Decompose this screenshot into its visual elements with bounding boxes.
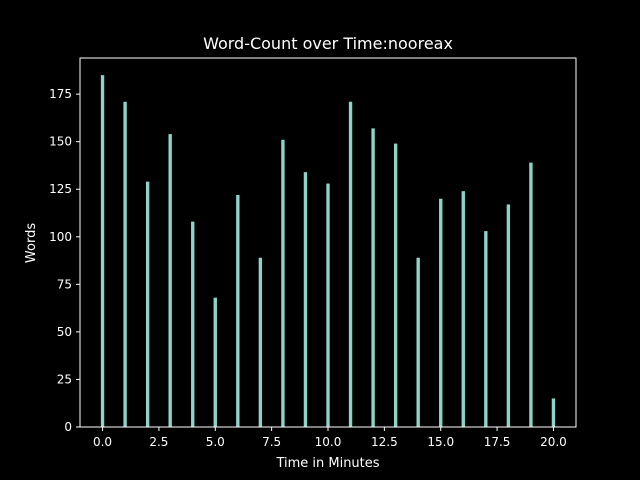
- bar-minute-19: [529, 162, 533, 428]
- bar-minute-15: [439, 198, 443, 427]
- bars-group: [100, 75, 556, 428]
- x-tick-label: 15.0: [427, 435, 454, 449]
- y-tick-label: 0: [64, 420, 72, 434]
- x-tick-label: 0.0: [93, 435, 112, 449]
- x-tick-label: 2.5: [149, 435, 168, 449]
- bar-minute-3: [168, 134, 172, 427]
- bar-minute-20: [551, 398, 556, 427]
- x-tick-label: 10.0: [315, 435, 342, 449]
- bar-minute-7: [258, 257, 263, 427]
- bar-minute-4: [191, 221, 195, 427]
- x-axis-label: Time in Minutes: [275, 456, 379, 471]
- x-ticks-group: 0.0 2.5 5.0 7.5 10.0 12.5 15.0 17.5 20.0: [93, 427, 567, 449]
- bar-minute-1: [123, 101, 127, 427]
- y-tick-label: 50: [57, 325, 72, 339]
- y-tick-label: 125: [49, 182, 72, 196]
- x-tick-label: 12.5: [371, 435, 398, 449]
- bar-minute-11: [348, 101, 353, 427]
- bar-minute-12: [371, 128, 375, 427]
- y-axis-label: Words: [24, 223, 39, 263]
- y-tick-label: 150: [49, 135, 72, 149]
- bar-minute-5: [213, 297, 217, 427]
- y-tick-label: 25: [57, 372, 72, 386]
- y-ticks-group: 0 25 50 75 100 125 150 175: [49, 87, 80, 434]
- bar-minute-0: [100, 75, 105, 428]
- y-tick-label: 175: [49, 87, 72, 101]
- bar-minute-10: [326, 183, 330, 427]
- bar-minute-14: [416, 257, 420, 427]
- x-tick-label: 17.5: [484, 435, 511, 449]
- chart-title: Word-Count over Time:nooreax: [203, 34, 453, 53]
- bar-minute-18: [506, 204, 511, 427]
- bar-minute-8: [281, 139, 285, 428]
- plot-frame: [79, 57, 577, 428]
- y-tick-label: 100: [49, 230, 72, 244]
- x-tick-label: 5.0: [206, 435, 225, 449]
- bar-minute-17: [484, 231, 488, 427]
- bar-minute-9: [303, 172, 308, 427]
- x-tick-label: 7.5: [262, 435, 281, 449]
- bar-minute-16: [461, 191, 465, 427]
- bar-minute-13: [393, 143, 398, 427]
- x-tick-label: 20.0: [540, 435, 567, 449]
- y-tick-label: 75: [57, 277, 72, 291]
- bar-minute-6: [236, 194, 240, 427]
- bar-minute-2: [145, 181, 150, 427]
